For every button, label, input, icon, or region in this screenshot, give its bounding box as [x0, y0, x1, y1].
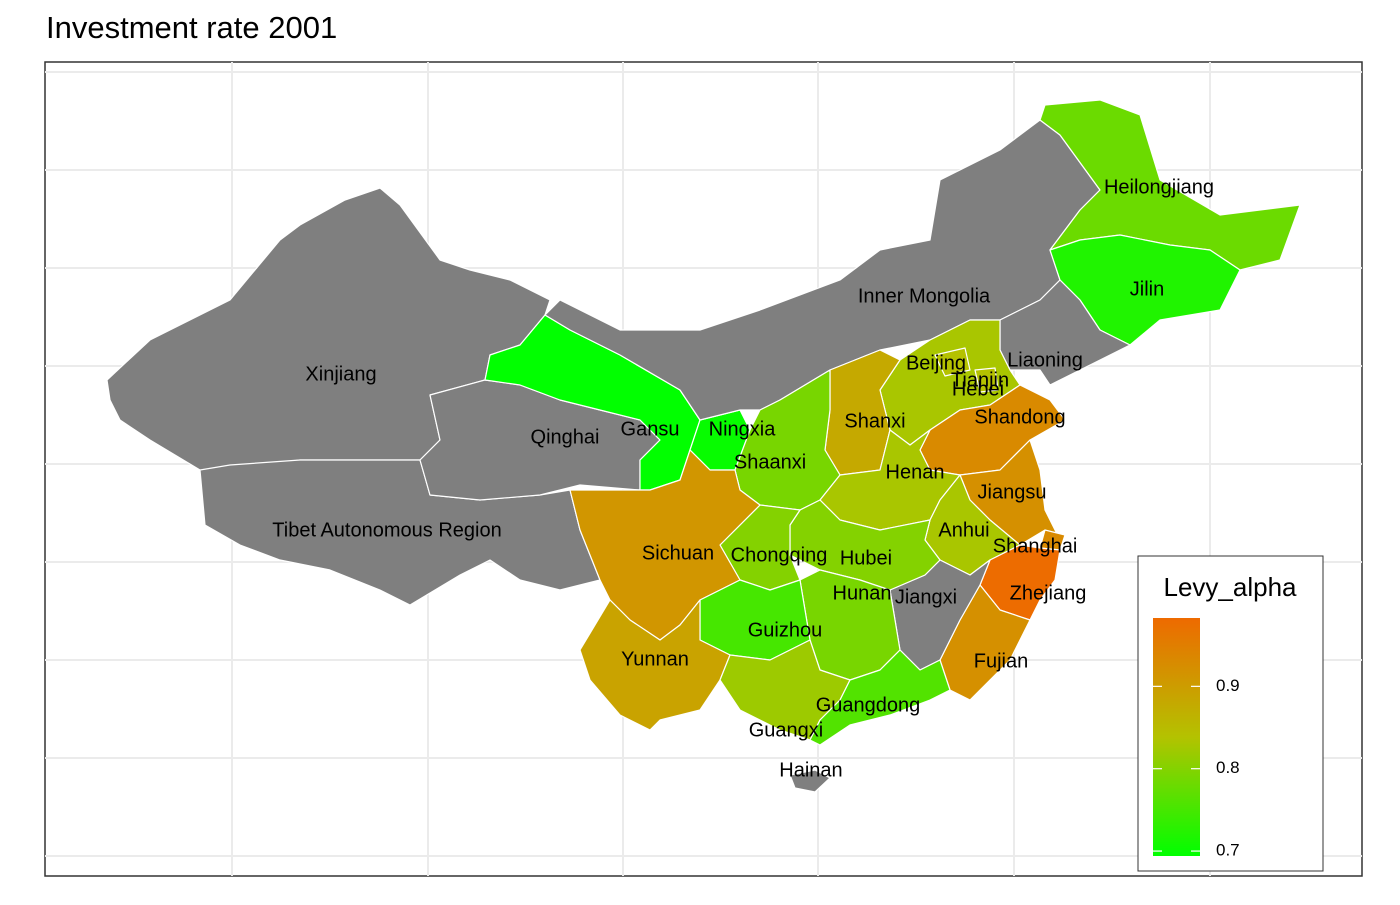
region-label: Jilin	[1130, 278, 1164, 300]
region-label: Ningxia	[709, 418, 777, 440]
region-label: Hainan	[779, 759, 842, 781]
region-label: Anhui	[938, 519, 989, 541]
region-label: Chongqing	[731, 544, 828, 566]
region-label: Zhejiang	[1010, 582, 1087, 604]
region-label: Henan	[886, 461, 945, 483]
region-label: Qinghai	[531, 426, 600, 448]
region-label: Shaanxi	[734, 451, 806, 473]
region-label: Yunnan	[621, 648, 689, 670]
region-label: Fujian	[974, 650, 1028, 672]
legend-title: Levy_alpha	[1164, 572, 1298, 602]
legend-tick-label: 0.8	[1216, 758, 1240, 777]
regions	[106, 99, 1301, 793]
legend-tick-label: 0.9	[1216, 676, 1240, 695]
color-bar	[1153, 618, 1200, 856]
region-label: Shanxi	[844, 410, 905, 432]
region	[789, 499, 941, 591]
region-label: Tibet Autonomous Region	[272, 519, 501, 541]
region-label: Xinjiang	[305, 363, 376, 385]
legend-tick-label: 0.7	[1216, 841, 1240, 860]
region-label: Inner Mongolia	[858, 285, 991, 307]
region	[789, 769, 831, 793]
region-label: Hubei	[840, 547, 892, 569]
region-label: Hunan	[833, 582, 892, 604]
region-label: Liaoning	[1007, 349, 1083, 371]
region-label: Jiangsu	[978, 481, 1047, 503]
region-label: Gansu	[621, 418, 680, 440]
map-title: Investment rate 2001	[46, 10, 337, 45]
region-label: Guangxi	[749, 719, 824, 741]
region-label: Guizhou	[748, 619, 823, 641]
legend: Levy_alpha 0.7 0.8 0.9	[1137, 555, 1324, 872]
region	[809, 649, 951, 746]
region	[934, 347, 971, 377]
region-label: Shandong	[974, 406, 1065, 428]
region-label: Jiangxi	[895, 586, 957, 608]
region-label: Shanghai	[993, 535, 1078, 557]
region-labels: Xinjiang Tibet Autonomous Region Qinghai Ga…	[272, 176, 1214, 781]
region-label: Guangdong	[816, 694, 921, 716]
region-label: Tianjin	[951, 369, 1009, 391]
region-label: Beijing	[906, 352, 966, 374]
region-label: Sichuan	[642, 542, 714, 564]
region	[974, 367, 999, 393]
region-label: Hebei	[952, 378, 1004, 400]
region-label: Heilongjiang	[1104, 176, 1214, 198]
